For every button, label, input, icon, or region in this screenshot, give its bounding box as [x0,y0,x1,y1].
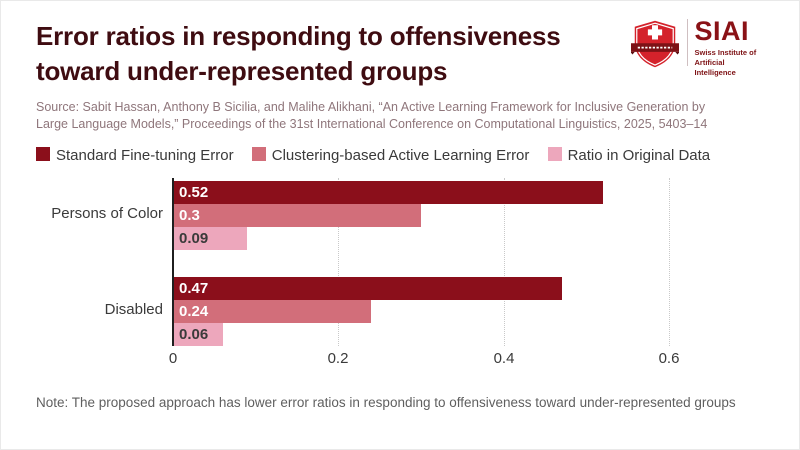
bar-group: 0.47 0.24 0.06 [173,277,562,347]
bar: 0.47 [173,277,562,301]
legend-item: Ratio in Original Data [547,147,711,165]
x-tick-label: 0.6 [658,350,680,368]
bar: 0.3 [173,204,421,228]
footnote: Note: The proposed approach has lower er… [36,395,736,411]
logo-org-line2: Artificial Intelligence [694,57,736,77]
header: Error ratios in responding to offensiven… [36,17,764,88]
bar-value-label: 0.06 [179,326,209,344]
bar-value-label: 0.3 [179,207,200,225]
legend: Standard Fine-tuning Error Clustering-ba… [36,144,736,167]
legend-item: Standard Fine-tuning Error [36,147,234,164]
logo-org-line1: Swiss Institute of [694,48,757,57]
category-label: Persons of Color [51,205,163,223]
x-tick-label: 0 [168,350,178,368]
siai-logo: SIAI Swiss Institute of Artificial Intel… [630,18,764,77]
bar-chart: Persons of Color Disabled 0.52 0.3 0.09 0.47… [36,178,764,376]
logo-org-name: Swiss Institute of Artificial Intelligen… [695,48,764,77]
category-label: Disabled [104,301,163,319]
source-citation: Source: Sabit Hassan, Anthony B Sicilia,… [36,100,708,132]
page-title: Error ratios in responding to offensiven… [36,21,561,86]
bar: 0.06 [173,323,223,347]
logo-acronym: SIAI [694,16,750,46]
bar-value-label: 0.24 [179,303,209,321]
legend-item: Clustering-based Active Learning Error [251,147,530,165]
bar-value-label: 0.09 [179,230,209,248]
category-labels: Persons of Color Disabled [36,178,163,346]
gridline [338,178,339,347]
logo-divider [686,19,688,66]
bar: 0.24 [173,300,371,324]
legend-swatch [547,147,562,162]
y-axis-line [172,178,174,347]
bar-value-label: 0.47 [179,280,209,298]
bar-group: 0.52 0.3 0.09 [173,181,603,251]
siai-shield-icon [630,18,679,70]
bar: 0.52 [173,181,603,205]
gridline [504,178,505,347]
legend-swatch [251,147,266,162]
plot-area: 0.52 0.3 0.09 0.47 0.24 0.06 [172,178,721,347]
bar: 0.09 [173,227,247,251]
bar-value-label: 0.52 [179,184,209,202]
x-axis: 0 0.2 0.4 0.6 [169,350,721,372]
gridline [669,178,670,347]
legend-label: Standard Fine-tuning Error [56,147,234,165]
logo-text: SIAI Swiss Institute of Artificial Intel… [695,18,764,77]
legend-swatch [36,147,50,162]
x-tick-label: 0.4 [493,350,515,368]
legend-label: Ratio in Original Data [567,147,711,165]
legend-label: Clustering-based Active Learning Error [271,147,530,165]
x-tick-label: 0.2 [327,350,349,368]
